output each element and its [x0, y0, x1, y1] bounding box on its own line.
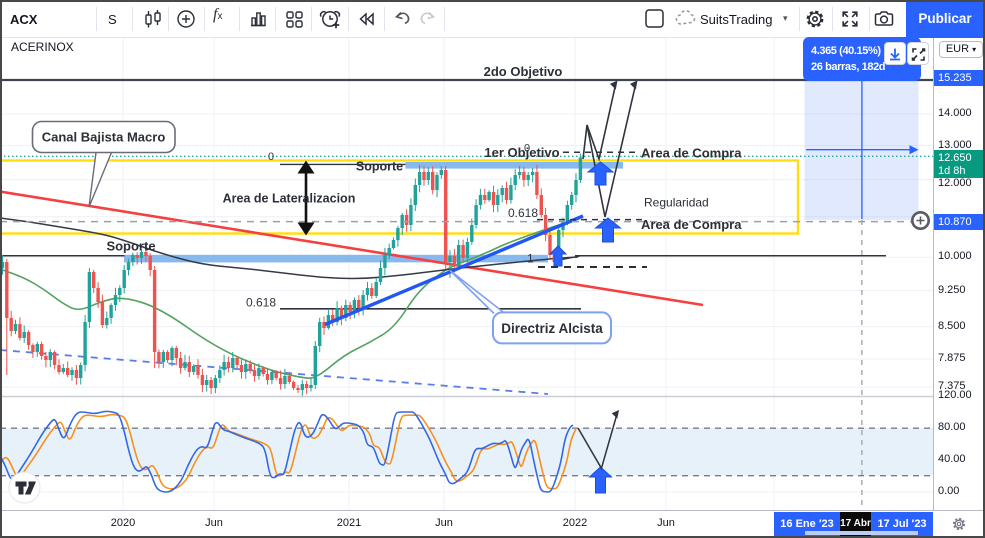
- svg-text:Soporte: Soporte: [106, 239, 155, 254]
- svg-text:0: 0: [268, 151, 274, 163]
- svg-text:Directriz Alcista: Directriz Alcista: [501, 321, 603, 336]
- svg-text:0.618: 0.618: [508, 206, 538, 220]
- svg-text:1: 1: [527, 252, 534, 266]
- svg-text:Area de Lateralizacion: Area de Lateralizacion: [223, 192, 356, 206]
- svg-text:Regularidad: Regularidad: [644, 196, 709, 210]
- svg-text:Area de Compra: Area de Compra: [641, 146, 742, 161]
- svg-text:Soporte: Soporte: [356, 160, 403, 174]
- svg-text:Canal Bajista Macro: Canal Bajista Macro: [42, 130, 166, 145]
- svg-text:0.618: 0.618: [246, 296, 276, 310]
- svg-text:2do Objetivo: 2do Objetivo: [484, 64, 563, 79]
- svg-text:0: 0: [524, 143, 530, 155]
- svg-text:Area de Compra: Area de Compra: [641, 217, 742, 232]
- svg-text:1er Objetivo: 1er Objetivo: [484, 145, 559, 160]
